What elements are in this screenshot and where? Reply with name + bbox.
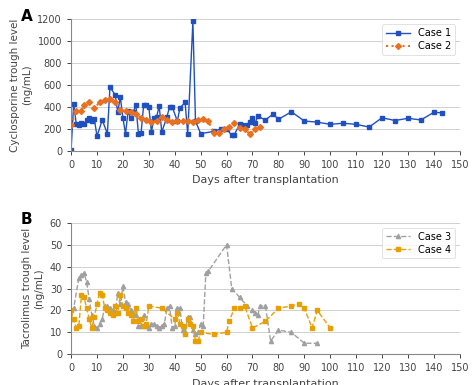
Case 2 [81,102,87,107]
Case 4 [328,326,333,330]
Case 2 [107,97,113,102]
Case 2 [79,109,84,114]
Case 4 [105,308,110,313]
Case 3 [224,243,229,247]
Case 2 [159,114,164,119]
Case 2 [201,117,206,122]
Line: Case 2: Case 2 [69,97,262,136]
Case 3 [68,317,74,321]
Legend: Case 3, Case 4: Case 3, Case 4 [382,228,455,258]
Case 2 [216,130,222,135]
Y-axis label: Tacrolimus trough level
(ng/mL): Tacrolimus trough level (ng/mL) [23,228,44,349]
Case 2 [206,119,211,123]
Text: B: B [20,213,32,227]
Case 3 [91,323,97,328]
Case 3 [141,313,146,317]
Case 2 [144,118,149,122]
Case 2 [242,126,247,131]
Case 2 [118,108,123,112]
Case 2 [221,126,227,131]
Case 1 [239,122,245,127]
Case 1 [439,110,445,115]
Line: Case 4: Case 4 [69,291,332,343]
Case 2 [164,118,170,122]
Case 4 [192,339,198,343]
Case 3 [201,323,206,328]
Case 1 [138,131,144,136]
Case 2 [91,105,97,110]
X-axis label: Days after transplantation: Days after transplantation [192,175,339,185]
Case 2 [257,125,263,129]
Case 2 [174,119,180,123]
Case 2 [102,98,108,102]
Case 2 [195,118,201,122]
Case 4 [107,310,113,315]
Case 2 [123,109,128,114]
Y-axis label: Cyclosporine trough level
(ng/mL): Cyclosporine trough level (ng/mL) [10,18,32,152]
Case 2 [154,119,159,123]
Case 2 [169,119,175,124]
Case 4 [224,330,229,335]
Case 2 [247,132,253,137]
Case 1 [190,19,196,24]
Case 1 [94,134,100,139]
Case 2 [190,119,196,124]
Legend: Case 1, Case 2: Case 1, Case 2 [382,24,455,55]
Case 2 [68,123,74,128]
Case 2 [97,100,102,105]
X-axis label: Days after transplantation: Days after transplantation [192,379,339,385]
Case 2 [252,126,258,131]
Case 1 [192,119,198,123]
Case 2 [148,119,154,124]
Case 2 [128,110,134,115]
Case 3 [148,321,154,326]
Case 3 [301,341,307,346]
Case 2 [73,109,79,114]
Text: A: A [20,9,32,24]
Case 4 [97,291,102,295]
Case 3 [263,304,268,308]
Case 4 [190,323,196,328]
Case 2 [226,125,232,129]
Case 2 [86,100,92,105]
Case 2 [180,119,185,123]
Case 2 [237,125,242,130]
Case 3 [314,341,320,346]
Case 4 [68,308,74,313]
Case 2 [133,112,139,117]
Case 4 [263,319,268,324]
Case 2 [231,121,237,126]
Case 1 [68,147,74,152]
Line: Case 3: Case 3 [69,243,319,345]
Case 1 [120,116,126,121]
Case 1 [229,133,235,137]
Case 2 [185,119,191,123]
Case 3 [84,280,90,284]
Case 2 [112,100,118,105]
Line: Case 1: Case 1 [69,19,444,152]
Case 4 [309,326,315,330]
Case 2 [138,116,144,120]
Case 2 [211,131,217,136]
